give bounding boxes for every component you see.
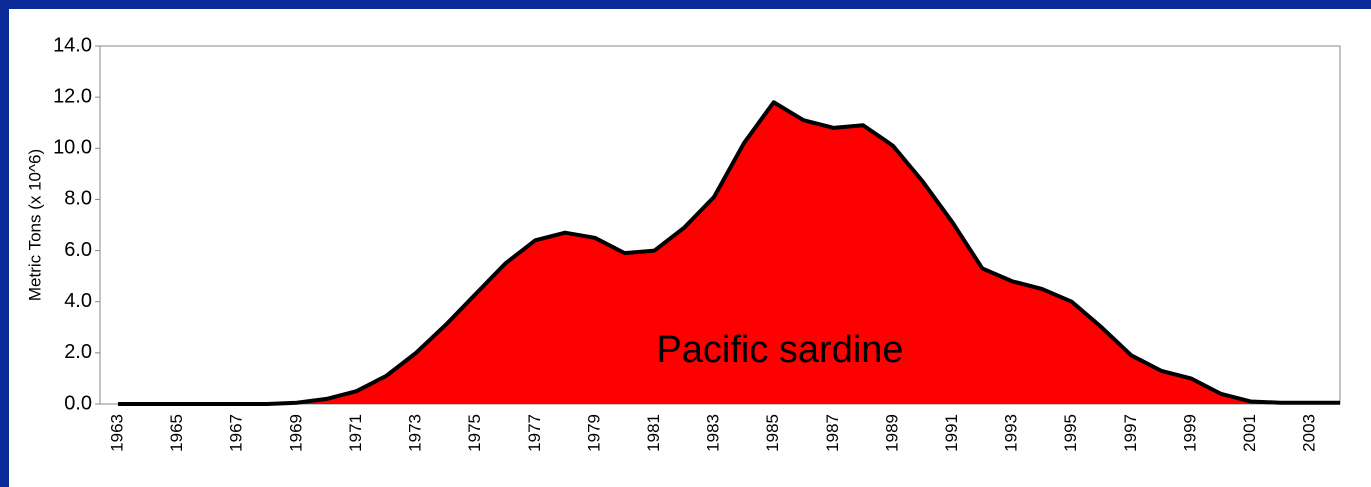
x-tick-label: 1985 <box>763 414 782 452</box>
y-tick-label: 0.0 <box>64 392 92 414</box>
x-tick-label: 1973 <box>406 414 425 452</box>
x-tick-label: 1999 <box>1180 414 1199 452</box>
y-tick-label: 6.0 <box>64 239 92 261</box>
x-tick-label: 1989 <box>882 414 901 452</box>
y-tick-label: 14.0 <box>53 34 92 56</box>
x-tick-label: 1979 <box>584 414 603 452</box>
x-tick-label: 2001 <box>1240 414 1259 452</box>
x-tick-label: 1963 <box>107 414 126 452</box>
y-axis-label: Metric Tons (x 10^6) <box>25 149 44 301</box>
y-tick-label: 8.0 <box>64 188 92 210</box>
x-tick-label: 1993 <box>1002 414 1021 452</box>
annotation: Pacific sardine <box>656 329 903 371</box>
x-tick-label: 1991 <box>942 414 961 452</box>
y-tick-label: 10.0 <box>53 137 92 159</box>
y-tick-label: 12.0 <box>53 85 92 107</box>
x-tick-label: 1965 <box>167 414 186 452</box>
x-tick-label: 1983 <box>704 414 723 452</box>
x-tick-label: 1971 <box>346 414 365 452</box>
area-fill <box>118 102 1340 404</box>
x-tick-label: 1997 <box>1121 414 1140 452</box>
y-tick-label: 2.0 <box>64 341 92 363</box>
x-tick-label: 1975 <box>465 414 484 452</box>
x-tick-label: 1967 <box>227 414 246 452</box>
x-tick-label: 2003 <box>1300 414 1319 452</box>
top-border <box>0 0 1371 9</box>
area-outline <box>118 100 1340 406</box>
x-tick-label: 1987 <box>823 414 842 452</box>
x-tick-label: 1995 <box>1061 414 1080 452</box>
x-tick-label: 1969 <box>286 414 305 452</box>
x-tick-label: 1981 <box>644 414 663 452</box>
left-border <box>0 0 9 487</box>
x-tick-label: 1977 <box>525 414 544 452</box>
y-tick-label: 4.0 <box>64 290 92 312</box>
